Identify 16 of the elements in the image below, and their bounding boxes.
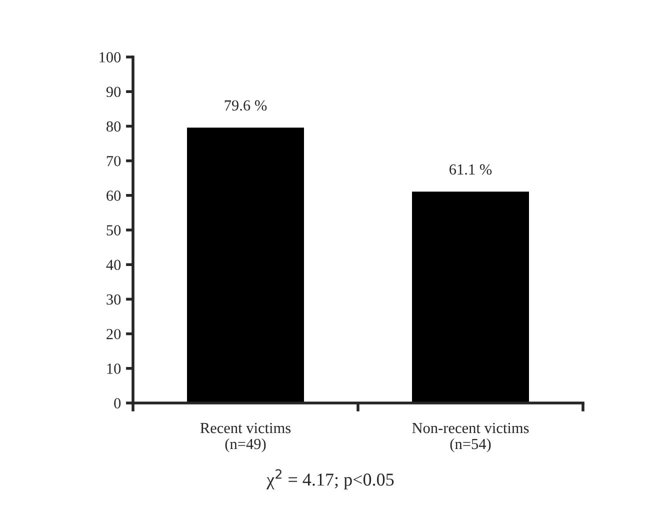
y-tick-label: 20: [106, 328, 121, 340]
y-tick-label: 60: [106, 190, 121, 201]
x-tick-label: Non-recent victims (n=54): [412, 422, 529, 452]
y-tick-label: 40: [106, 260, 121, 270]
text: χ$^{2}$ = 4.17; p<0.05: [266, 469, 394, 490]
y-tick-label: 30: [106, 294, 121, 305]
data-label: 79.6 %: [224, 100, 267, 111]
y-tick-label: 10: [107, 364, 121, 374]
y-tick-label: 90: [106, 86, 121, 98]
y-tick-label: 50: [106, 225, 121, 236]
x-tick-label: Recent victims (n=49): [200, 422, 291, 452]
y-tick-label: 100: [100, 52, 121, 62]
data-label: 61.1 %: [450, 164, 492, 175]
y-tick-label: 70: [106, 156, 121, 166]
y-tick-label: 80: [106, 121, 121, 132]
y-tick-label: 0: [114, 398, 121, 408]
